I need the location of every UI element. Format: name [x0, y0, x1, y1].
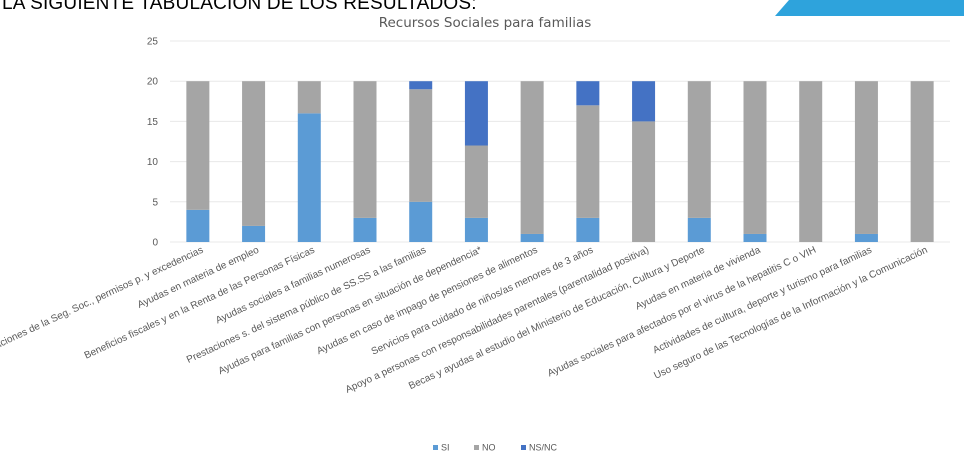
bar-no: [910, 81, 934, 242]
y-axis-tick-labels: 0 5 10 15 20 25: [147, 37, 159, 249]
bar-no: [520, 81, 544, 234]
bar-no: [687, 81, 711, 218]
y-tick-label: 25: [147, 37, 159, 48]
legend-swatch: [521, 445, 526, 450]
bar-si: [409, 201, 433, 242]
y-tick-label: 5: [152, 197, 158, 208]
bar-nsnc: [409, 81, 433, 90]
gridlines: [170, 40, 950, 243]
bar-si: [854, 233, 878, 242]
bar-nsnc: [576, 81, 600, 106]
bars: [186, 81, 934, 242]
bar-no: [409, 89, 433, 202]
bar-no: [576, 105, 600, 218]
bar-no: [743, 81, 767, 234]
bar-si: [464, 217, 488, 242]
bar-si: [576, 217, 600, 242]
corner-accent-shape: [775, 0, 964, 16]
bar-si: [520, 233, 544, 242]
bar-si: [242, 225, 266, 242]
bar-no: [799, 81, 823, 242]
legend: SI NO NS/NC: [433, 443, 558, 453]
bar-no: [242, 81, 266, 226]
legend-swatch: [433, 445, 438, 450]
bar-si: [186, 209, 210, 242]
bar-no: [854, 81, 878, 234]
bar-no: [297, 81, 321, 114]
bar-no: [632, 121, 656, 242]
document-heading: LA SIGUIENTE TABULACION DE LOS RESULTADO…: [2, 0, 477, 14]
bar-nsnc: [464, 81, 488, 146]
chart-title: Recursos Sociales para familias: [379, 15, 592, 31]
y-tick-label: 15: [147, 117, 159, 128]
y-tick-label: 10: [147, 157, 159, 168]
bar-no: [353, 81, 377, 218]
bar-si: [353, 217, 377, 242]
bar-nsnc: [632, 81, 656, 122]
bar-si: [297, 113, 321, 242]
legend-item-si: SI: [441, 443, 450, 453]
bar-si: [687, 217, 711, 242]
bar-no: [464, 145, 488, 218]
legend-item-no: NO: [482, 443, 496, 453]
x-axis-category-labels: Prestaciones de la Seg. Soc., permisos p…: [0, 245, 929, 396]
bar-no: [186, 81, 210, 210]
legend-swatch: [474, 445, 479, 450]
y-tick-label: 0: [152, 238, 158, 249]
y-tick-label: 20: [147, 77, 159, 88]
legend-item-nsnc: NS/NC: [529, 443, 558, 453]
bar-si: [743, 233, 767, 242]
